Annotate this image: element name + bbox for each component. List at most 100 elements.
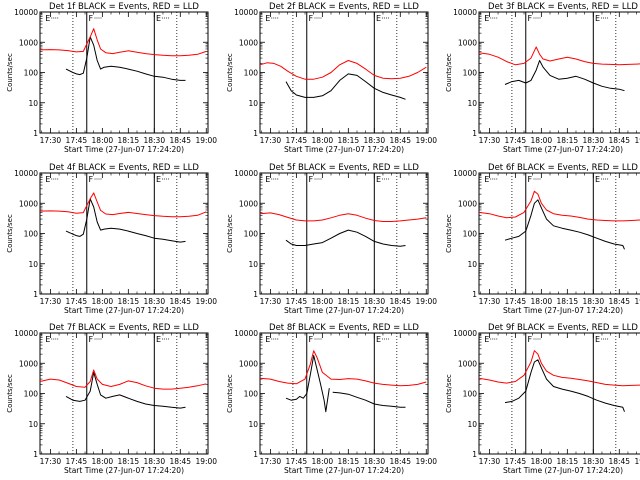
- x-tick-label: 18:00: [531, 136, 553, 145]
- detector-panel-8: Det 8f BLACK = Events, RED = LLD 1 10 100 10…: [226, 323, 437, 475]
- x-tick-label: 17:45: [66, 457, 88, 466]
- y-tick-label: 1: [33, 290, 38, 299]
- x-tick-label: 18:00: [531, 457, 553, 466]
- plot-frame: [259, 172, 429, 295]
- segment-marker-label: F: [527, 175, 532, 184]
- y-tick-label: 1: [33, 450, 38, 459]
- segment-marker-label: E: [595, 14, 600, 23]
- x-axis-label: Start Time (27-Jun-07 17:24:20): [284, 466, 404, 475]
- y-tick-label: 10000: [453, 169, 477, 178]
- segment-marker-label: E: [156, 14, 161, 23]
- x-axis-label: Start Time (27-Jun-07 17:24:20): [284, 306, 404, 315]
- y-tick-label: 1: [33, 129, 38, 138]
- x-tick-label: 17:30: [479, 136, 501, 145]
- x-tick-label: 18:00: [531, 297, 553, 306]
- y-tick-label: 10000: [234, 169, 258, 178]
- plot-frame: [39, 11, 209, 134]
- detector-panel-9: Det 9f BLACK = Events, RED = LLD 1 10 100 10…: [445, 323, 640, 475]
- x-tick-label: 19:00: [415, 457, 437, 466]
- events-series-line: [285, 73, 406, 100]
- segment-marker-label: E: [484, 14, 489, 23]
- y-tick-label: 10000: [234, 329, 258, 338]
- x-tick-label: 19:00: [415, 136, 437, 145]
- plot-frame: [259, 11, 429, 134]
- y-tick-label: 10000: [453, 8, 477, 17]
- x-tick-label: 18:45: [608, 136, 630, 145]
- lld-series-line: [39, 192, 207, 218]
- lld-series-line: [259, 60, 427, 80]
- y-tick-label: 1000: [19, 199, 38, 208]
- x-tick-label: 17:30: [479, 457, 501, 466]
- lld-series-line: [39, 369, 207, 390]
- x-tick-label: 18:00: [312, 297, 334, 306]
- panel-title: Det 9f BLACK = Events, RED = LLD: [488, 323, 638, 333]
- x-tick-label: 17:30: [479, 297, 501, 306]
- x-tick-label: 18:00: [92, 457, 114, 466]
- panel-title: Det 4f BLACK = Events, RED = LLD: [49, 163, 199, 173]
- x-tick-label: 19:00: [195, 136, 217, 145]
- x-tick-label: 18:15: [557, 136, 579, 145]
- x-axis-label: Start Time (27-Jun-07 17:24:20): [64, 145, 184, 154]
- lld-series-line: [259, 350, 427, 387]
- y-tick-label: 100: [463, 230, 478, 239]
- detector-panel-7: Det 7f BLACK = Events, RED = LLD 1 10 100 10…: [6, 323, 217, 475]
- y-tick-label: 1: [253, 290, 258, 299]
- y-tick-label: 10000: [14, 169, 38, 178]
- segment-marker-label: F: [527, 14, 532, 23]
- x-tick-label: 18:15: [118, 297, 140, 306]
- y-tick-label: 10: [467, 260, 477, 269]
- y-tick-label: 100: [24, 230, 39, 239]
- x-tick-label: 18:15: [118, 136, 140, 145]
- x-tick-label: 18:30: [582, 297, 604, 306]
- y-tick-label: 10000: [14, 8, 38, 17]
- lld-series-line: [39, 28, 207, 57]
- y-tick-label: 1000: [458, 199, 477, 208]
- events-series-line: [332, 391, 406, 408]
- y-tick-label: 10: [248, 99, 258, 108]
- y-axis-label: Counts/sec: [6, 214, 14, 253]
- segment-marker-label: E: [376, 335, 381, 344]
- y-axis-label: Counts/sec: [6, 374, 14, 413]
- events-series-line: [285, 355, 330, 413]
- x-tick-label: 18:15: [557, 297, 579, 306]
- x-tick-label: 18:30: [143, 136, 165, 145]
- x-tick-label: 17:45: [66, 297, 88, 306]
- x-tick-label: 17:30: [260, 457, 282, 466]
- y-tick-label: 10: [28, 99, 38, 108]
- segment-marker-label: F: [527, 335, 532, 344]
- detector-panel-6: Det 6f BLACK = Events, RED = LLD 1 10 100 10…: [445, 163, 640, 315]
- y-axis-label: Counts/sec: [226, 374, 234, 413]
- y-tick-label: 1: [253, 129, 258, 138]
- y-tick-label: 1: [472, 450, 477, 459]
- y-tick-label: 10: [28, 420, 38, 429]
- y-axis-label: Counts/sec: [6, 53, 14, 92]
- segment-marker-label: F: [308, 14, 313, 23]
- y-tick-label: 100: [463, 69, 478, 78]
- y-tick-label: 1: [472, 290, 477, 299]
- x-tick-label: 18:15: [338, 136, 360, 145]
- detector-panel-5: Det 5f BLACK = Events, RED = LLD 1 10 100 10…: [226, 163, 437, 315]
- x-tick-label: 18:45: [389, 136, 411, 145]
- x-tick-label: 18:15: [118, 457, 140, 466]
- x-tick-label: 18:30: [582, 136, 604, 145]
- segment-marker-label: E: [376, 14, 381, 23]
- y-axis-label: Counts/sec: [445, 214, 453, 253]
- y-tick-label: 1000: [19, 359, 38, 368]
- y-tick-label: 1000: [239, 199, 258, 208]
- x-tick-label: 18:00: [312, 136, 334, 145]
- events-series-line: [504, 60, 625, 92]
- x-tick-label: 18:15: [338, 457, 360, 466]
- x-axis-label: Start Time (27-Jun-07 17:24:20): [503, 306, 623, 315]
- y-tick-label: 10: [467, 420, 477, 429]
- y-axis-label: Counts/sec: [226, 214, 234, 253]
- y-tick-label: 1000: [239, 38, 258, 47]
- x-tick-label: 18:00: [92, 136, 114, 145]
- segment-marker-label: E: [484, 175, 489, 184]
- y-tick-label: 1000: [239, 359, 258, 368]
- x-tick-label: 17:30: [260, 297, 282, 306]
- segment-marker-label: E: [45, 335, 50, 344]
- segment-marker-label: E: [376, 175, 381, 184]
- x-tick-label: 18:00: [312, 457, 334, 466]
- plot-frame: [39, 172, 209, 295]
- segment-marker-label: E: [484, 335, 489, 344]
